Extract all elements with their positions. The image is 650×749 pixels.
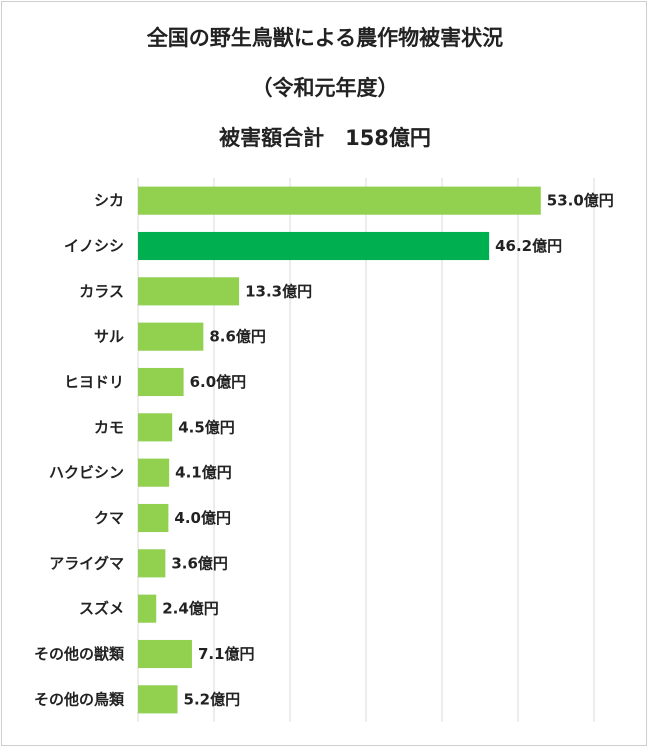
category-label: その他の鳥類 — [34, 690, 125, 708]
data-label: 3.6億円 — [171, 554, 228, 572]
category-label: カラス — [79, 282, 124, 300]
category-label: スズメ — [79, 600, 124, 618]
bar — [138, 322, 204, 351]
chart-subtitle: （令和元年度） — [251, 76, 399, 100]
data-label: 5.2億円 — [184, 690, 241, 708]
category-label: アライグマ — [49, 554, 124, 572]
category-label: その他の獣類 — [34, 645, 125, 663]
bar — [138, 458, 170, 487]
category-label: シカ — [94, 192, 124, 210]
bar — [138, 277, 240, 306]
category-label: イノシシ — [64, 237, 124, 255]
data-label: 4.0億円 — [174, 509, 231, 527]
category-label: クマ — [94, 509, 124, 527]
bar — [138, 503, 169, 533]
bar — [138, 594, 157, 623]
bar — [138, 413, 173, 442]
bar — [138, 367, 184, 397]
data-label: 7.1億円 — [198, 645, 255, 663]
data-label: 13.3億円 — [245, 282, 312, 300]
chart-title: 全国の野生鳥獣による農作物被害状況 — [146, 26, 504, 50]
data-label: 6.0億円 — [190, 373, 247, 391]
data-label: 4.1億円 — [175, 464, 232, 482]
category-label: ハクビシン — [49, 464, 124, 482]
data-label: 4.5億円 — [178, 418, 235, 436]
category-label: ヒヨドリ — [64, 373, 124, 391]
bar — [138, 186, 541, 215]
bar — [138, 685, 178, 714]
chart-total: 被害額合計 158億円 — [219, 126, 431, 150]
category-label: サル — [94, 328, 124, 346]
bar — [138, 231, 490, 261]
data-label: 8.6億円 — [209, 328, 266, 346]
category-label: カモ — [94, 418, 124, 436]
bar — [138, 639, 192, 669]
data-label: 46.2億円 — [495, 237, 562, 255]
bar — [138, 549, 166, 578]
data-label: 53.0億円 — [547, 192, 614, 210]
data-label: 2.4億円 — [162, 600, 219, 618]
